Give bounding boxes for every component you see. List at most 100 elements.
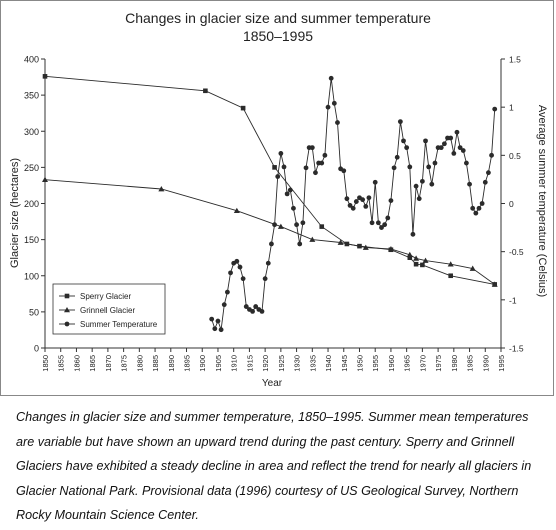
- summer-temperature-point: [486, 170, 491, 176]
- x-tick-label: 1970: [418, 355, 427, 372]
- summer-temperature-point: [272, 222, 277, 228]
- summer-temperature-point: [407, 164, 413, 170]
- summer-temperature-point: [369, 220, 375, 226]
- summer-temperature-point: [344, 196, 350, 202]
- summer-temperature-point: [313, 170, 318, 176]
- grinnell-glacier-point: [406, 251, 413, 258]
- summer-temperature-point: [432, 160, 438, 166]
- x-tick-label: 1885: [151, 355, 160, 372]
- x-tick-label: 1865: [88, 355, 97, 372]
- y-tick-label: 150: [24, 235, 39, 245]
- summer-temperature-point: [278, 151, 284, 156]
- summer-temperature-point: [397, 119, 403, 125]
- sperry-glacier-point: [240, 105, 246, 111]
- y2-tick-label: -1.5: [509, 344, 524, 354]
- summer-temperature-point: [404, 145, 410, 151]
- y-tick-label: 100: [24, 271, 39, 281]
- summer-temperature-point: [350, 205, 356, 211]
- y-tick-label: 350: [24, 91, 39, 101]
- grinnell-glacier-point: [233, 207, 240, 214]
- summer-temperature-point: [401, 138, 406, 144]
- sperry-glacier-point: [203, 88, 208, 94]
- summer-temperature-point: [347, 203, 353, 208]
- summer-temperature-point: [297, 241, 303, 247]
- x-tick-label: 1960: [387, 355, 396, 372]
- summer-temperature-point: [441, 141, 447, 147]
- y2-axis-label: Average summer temperature (Celsius): [536, 105, 548, 297]
- grinnell-glacier-point: [387, 246, 394, 252]
- summer-temperature-point: [492, 106, 498, 112]
- legend-box: [52, 283, 166, 335]
- grinnell-glacier-point: [277, 223, 284, 229]
- y-tick-label: 400: [24, 55, 39, 65]
- summer-temperature-point: [363, 203, 369, 209]
- y-tick-label: 300: [24, 127, 39, 137]
- summer-temperature-point: [209, 316, 215, 322]
- summer-temperature-point: [275, 174, 281, 179]
- legend-marker-summer-temperature: [64, 321, 70, 327]
- summer-temperature-point: [225, 289, 230, 295]
- x-tick-label: 1980: [450, 355, 459, 372]
- figure-caption: Changes in glacier size and summer tempe…: [16, 410, 532, 522]
- x-tick-label: 1905: [214, 355, 223, 372]
- x-tick-label: 1935: [308, 355, 317, 372]
- grinnell-glacier-point: [422, 257, 429, 263]
- grinnell-glacier-point: [337, 239, 344, 245]
- summer-temperature-point: [328, 75, 334, 81]
- summer-temperature-point: [360, 197, 366, 203]
- grinnell-glacier-point: [413, 255, 420, 261]
- summer-temperature-point: [341, 168, 347, 174]
- x-tick-label: 1940: [324, 355, 333, 372]
- summer-temperature-point: [335, 120, 340, 125]
- summer-temperature-point: [269, 241, 274, 247]
- figure-frame: Changes in glacier size and summer tempe…: [0, 0, 554, 396]
- x-tick-label: 1945: [340, 355, 349, 372]
- summer-temperature-point: [291, 205, 296, 211]
- summer-temperature-point: [322, 152, 328, 158]
- x-tick-label: 1995: [497, 355, 506, 372]
- x-tick-label: 1985: [466, 355, 475, 372]
- y2-tick-label: 0.5: [509, 151, 521, 161]
- summer-temperature-point: [218, 327, 224, 333]
- summer-temperature-point: [382, 222, 388, 228]
- summer-temperature-point: [253, 304, 259, 309]
- y2-tick-label: 1.5: [509, 55, 521, 65]
- y-axis-label: Glacier size (hectares): [9, 158, 21, 268]
- x-tick-label: 1955: [371, 355, 380, 372]
- summer-temperature-point: [325, 104, 331, 110]
- summer-temperature-point: [375, 220, 381, 226]
- grinnell-glacier-point: [447, 261, 454, 267]
- summer-temperature-point: [448, 135, 454, 141]
- legend-marker-grinnell-glacier: [64, 307, 70, 313]
- summer-temperature-point: [410, 231, 416, 237]
- y2-tick-label: 1: [509, 103, 514, 113]
- summer-temperature-point: [212, 326, 218, 332]
- summer-temperature-point: [423, 138, 428, 144]
- summer-temperature-point: [294, 222, 299, 228]
- summer-temperature-point: [234, 258, 240, 264]
- summer-temperature-point: [331, 100, 337, 106]
- x-tick-label: 1975: [434, 355, 443, 372]
- summer-temperature-point: [460, 148, 466, 153]
- legend-label-grinnell-glacier: Grinnell Glacier: [80, 306, 135, 315]
- x-tick-label: 1870: [104, 355, 113, 372]
- sperry-glacier-point: [448, 273, 453, 279]
- sperry-glacier-point: [420, 262, 425, 268]
- summer-temperature-point: [476, 205, 482, 211]
- legend: Sperry Glacier Grinnell Glacier Summer Tem…: [52, 283, 166, 335]
- x-tick-label: 1850: [41, 355, 50, 372]
- summer-temperature-point: [464, 160, 469, 166]
- summer-temperature-point: [429, 181, 435, 187]
- x-tick-label: 1875: [120, 355, 129, 372]
- summer-temperature-point: [300, 220, 306, 226]
- summer-temperature-point: [284, 191, 290, 197]
- y-tick-label: 50: [29, 307, 39, 317]
- summer-temperature-point: [303, 165, 309, 171]
- summer-temperature-point: [379, 225, 384, 230]
- x-tick-label: 1930: [293, 355, 302, 372]
- summer-temperature-point: [385, 215, 391, 221]
- summer-temperature-series: [209, 75, 498, 333]
- summer-temperature-point: [237, 264, 243, 270]
- x-tick-label: 1890: [167, 355, 176, 372]
- x-tick-label: 1920: [261, 355, 270, 372]
